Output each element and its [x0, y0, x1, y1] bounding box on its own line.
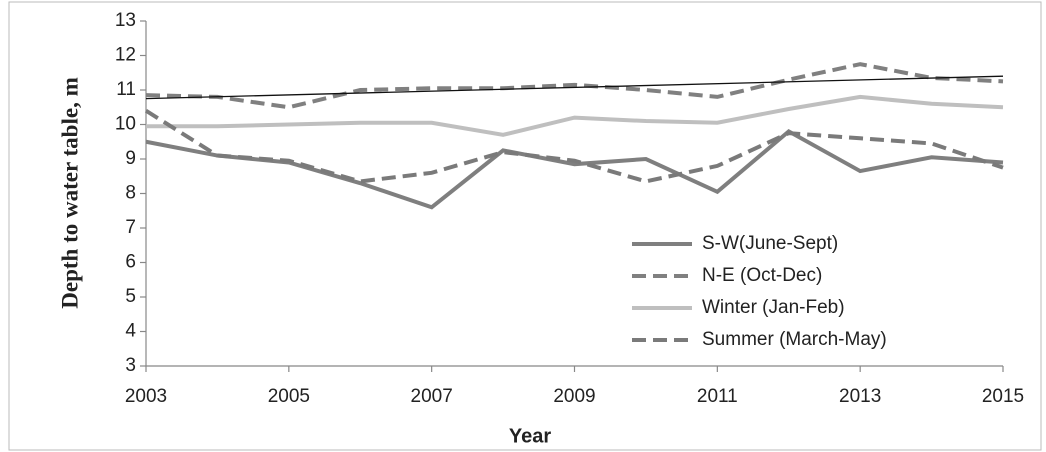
legend-label: Winter (Jan-Feb)	[702, 297, 845, 318]
y-tick-label: 7	[125, 217, 136, 238]
y-tick-label: 8	[125, 183, 136, 204]
x-tick-label: 2007	[411, 386, 453, 407]
y-tick-label: 5	[125, 286, 136, 307]
y-tick-label: 9	[125, 148, 136, 169]
x-axis-label: Year	[509, 425, 551, 447]
y-tick-label: 4	[125, 321, 136, 342]
x-tick-label: 2009	[553, 386, 595, 407]
y-tick-label: 12	[115, 45, 136, 66]
series-line	[144, 109, 1004, 184]
legend-label: S-W(June-Sept)	[702, 233, 838, 254]
legend-label: Summer (March-May)	[702, 329, 887, 350]
y-tick-label: 13	[115, 10, 136, 31]
y-axis-label: Depth to water table, m	[57, 77, 82, 308]
series-line	[145, 62, 1004, 110]
x-tick-label: 2013	[839, 386, 881, 407]
y-tick-label: 6	[125, 252, 136, 273]
series-line	[145, 128, 1004, 210]
x-tick-label: 2003	[125, 386, 167, 407]
y-tick-label: 11	[116, 79, 136, 100]
x-tick-label: 2015	[982, 386, 1024, 407]
y-tick-label: 10	[115, 114, 136, 135]
chart-frame	[8, 1, 1042, 451]
x-tick-label: 2011	[697, 386, 738, 407]
y-tick-label: 3	[125, 355, 136, 376]
trendline	[145, 75, 1004, 100]
x-tick-label: 2005	[268, 386, 310, 407]
series-line	[146, 94, 1004, 137]
legend-label: N-E (Oct-Dec)	[702, 265, 822, 286]
